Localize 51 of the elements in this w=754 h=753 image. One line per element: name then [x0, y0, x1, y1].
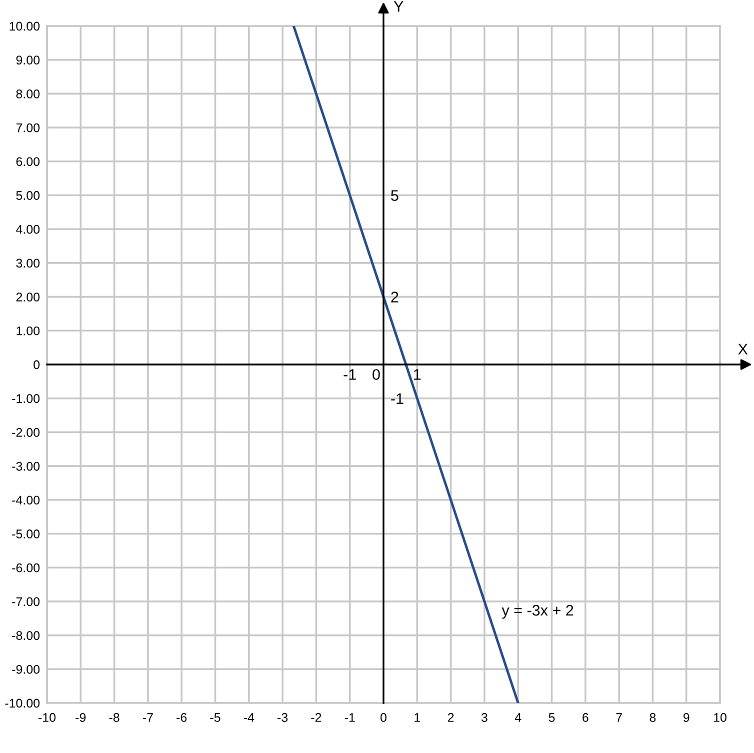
y-tick-label: -1.00: [12, 394, 40, 403]
x-tick-label: -8: [109, 713, 120, 722]
x2-tick-label: 0: [372, 369, 380, 380]
x2-axis-title: X: [738, 344, 748, 354]
x-tick-label: -3: [278, 713, 288, 722]
y-tick-label: -9.00: [12, 664, 40, 674]
y2-tick-label: 5: [391, 190, 398, 201]
x-tick-label: 4: [514, 713, 522, 722]
y-tick-label: 8.00: [16, 90, 40, 98]
y-tick-label: 7.00: [16, 123, 40, 132]
x2-tick-label: 1: [414, 369, 421, 380]
y-tick-label: -2.00: [12, 428, 40, 437]
x-tick-label: 1: [414, 713, 420, 722]
y-tick-label: -3.00: [12, 462, 40, 471]
y-tick-label: 3.00: [16, 258, 40, 268]
y2-tick-label: 2: [391, 292, 398, 302]
x-tick-label: 10: [714, 713, 726, 722]
x-tick-label: 3: [481, 713, 488, 722]
x-tick-label: -6: [176, 713, 187, 722]
y-tick-label: -7.00: [12, 597, 40, 606]
y-tick-label: 10.00: [10, 22, 40, 31]
x-tick-label: -4: [244, 713, 254, 722]
y-tick-label: 9.00: [16, 56, 40, 64]
x-tick-label: 0: [380, 713, 386, 722]
x-tick-label: 5: [548, 713, 555, 722]
y2-axis-title: Y: [394, 1, 404, 12]
y-tick-label: -6.00: [12, 563, 40, 572]
y-tick-label: 6.00: [16, 157, 40, 166]
x-tick-label: 6: [582, 713, 588, 722]
x-tick-label: -10: [38, 713, 56, 722]
x2-tick-label: -1: [344, 369, 356, 380]
x-tick-label: -7: [142, 713, 153, 722]
y-tick-label: 4.00: [16, 224, 40, 234]
annotation: y = -3x + 2: [502, 604, 574, 619]
y-tick-label: -8.00: [12, 631, 40, 640]
y-tick-label: -10.00: [5, 698, 40, 708]
y-tick-label: 2.00: [16, 292, 40, 302]
y-tick-label: 1.00: [16, 326, 40, 336]
y2-tick-label: -1: [391, 393, 404, 404]
x-tick-label: -1: [344, 713, 355, 722]
x-tick-label: -5: [210, 713, 220, 722]
y-tick-label: 0: [34, 360, 40, 370]
x-tick-label: 9: [683, 713, 690, 722]
x-tick-label: 7: [616, 713, 622, 722]
x-tick-label: -9: [76, 713, 86, 722]
y-tick-label: 5.00: [16, 191, 40, 200]
y-tick-label: -5.00: [12, 530, 40, 538]
x-tick-label: 2: [448, 713, 454, 722]
x-tick-label: 8: [650, 713, 656, 722]
x-tick-label: -2: [311, 713, 322, 722]
y-tick-label: -4.00: [12, 496, 40, 505]
